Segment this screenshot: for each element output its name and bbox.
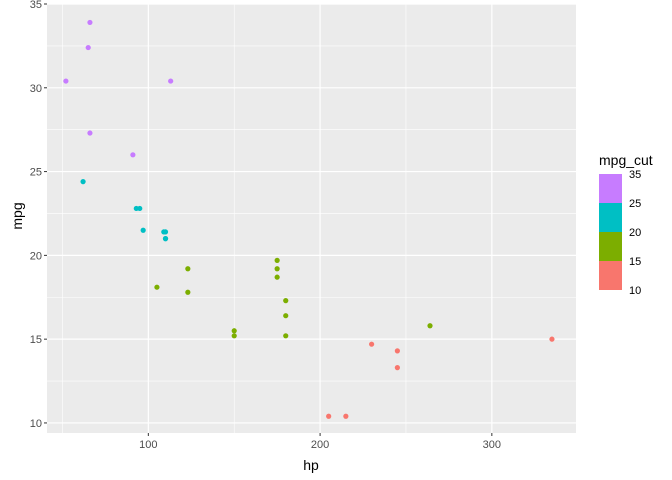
data-point [185,289,191,295]
data-point [80,179,86,185]
y-axis-title: mpg [9,202,25,229]
data-point [140,227,146,233]
legend-color-band [599,203,622,232]
x-tick-label: 300 [483,439,501,451]
y-tick-label: 20 [30,250,42,262]
legend-label: 25 [629,198,641,210]
data-point [185,266,191,272]
x-axis-title: hp [303,457,319,473]
data-point [231,333,237,339]
data-point [326,413,332,419]
data-point [549,336,555,342]
data-point [87,19,93,26]
data-point [283,333,289,339]
y-axis-ticks: 10 15 20 25 30 35 [30,0,47,430]
legend-label: 15 [629,256,641,268]
y-tick-label: 25 [30,167,42,179]
data-point [63,78,69,84]
data-point [394,348,400,354]
data-points [63,19,555,419]
data-point [162,229,169,235]
legend-color-band [599,174,622,203]
data-point [231,328,237,334]
legend-color-band [599,232,622,261]
data-point [154,284,160,290]
data-point [168,78,174,84]
x-axis-ticks: 100 200 300 [139,433,501,451]
panel-background [47,4,576,433]
y-tick-label: 35 [30,0,42,11]
data-point [283,298,289,304]
legend-label: 10 [629,285,641,297]
legend-label: 35 [629,169,641,181]
data-point [274,257,280,263]
data-point [343,413,349,419]
plot-panel [47,4,576,433]
data-point [274,274,280,280]
data-point [283,313,289,319]
data-point [274,266,280,272]
legend-labels: 35 25 20 15 10 [629,169,641,297]
data-point [137,205,143,212]
data-point [130,152,136,158]
x-tick-label: 100 [139,439,157,451]
data-point [87,130,93,136]
y-tick-label: 15 [30,334,42,346]
data-point [369,341,375,347]
legend-label: 20 [629,227,641,239]
legend-colorbar [599,174,622,290]
legend-color-band [599,261,622,290]
data-point [85,44,91,51]
data-point [427,323,433,329]
gridlines [47,3,576,433]
data-point [394,365,400,371]
legend: mpg_cut 35 25 20 15 10 [599,152,653,297]
y-tick-label: 10 [30,418,42,430]
legend-title: mpg_cut [599,152,653,168]
x-tick-label: 200 [311,439,329,451]
data-point [162,236,169,242]
y-tick-label: 30 [30,83,42,95]
